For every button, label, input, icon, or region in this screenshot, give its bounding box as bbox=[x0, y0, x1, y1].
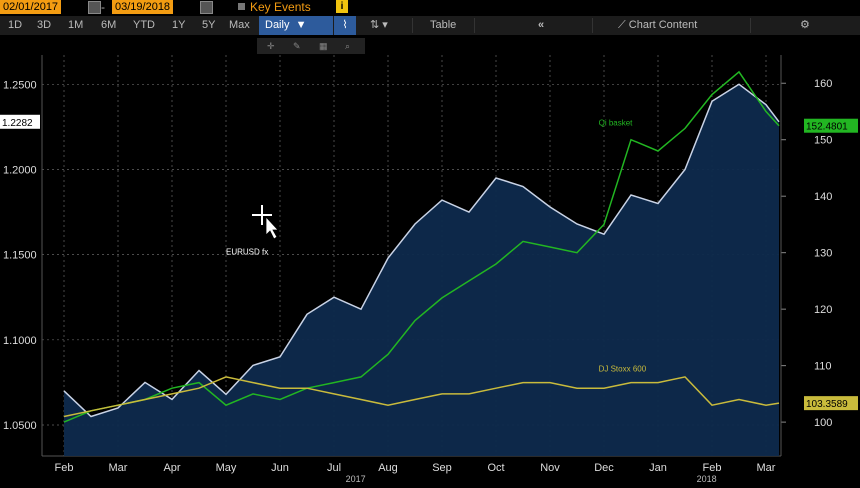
series-annotation: DJ Stoxx 600 bbox=[599, 364, 647, 373]
chart-content-button[interactable]: ⟋ Chart Content bbox=[618, 16, 697, 35]
grid-icon[interactable]: ▦ bbox=[319, 41, 328, 51]
right-axis-tick-label: 120 bbox=[814, 304, 832, 316]
period-1m[interactable]: 1M bbox=[68, 19, 84, 31]
pointer-arrow bbox=[265, 215, 279, 240]
checkbox-icon[interactable] bbox=[238, 3, 245, 10]
left-axis-tick-label: 1.2500 bbox=[3, 79, 37, 91]
x-axis-tick-label: Aug bbox=[378, 462, 398, 474]
x-axis-tick-label: Feb bbox=[55, 462, 74, 474]
price-chart[interactable]: 1.0500 1.1000 1.1500 1.2000 1.2500 100 110 120 1… bbox=[0, 55, 860, 484]
crosshair-icon[interactable]: ✛ bbox=[267, 41, 275, 51]
period-5y[interactable]: 5Y bbox=[202, 19, 216, 31]
right-axis-tick-label: 100 bbox=[814, 417, 832, 429]
series-line-qi-basket bbox=[63, 70, 780, 423]
series-annotation: Qi basket bbox=[599, 119, 634, 128]
up-down-arrows-icon[interactable]: ⇅ ▾ bbox=[370, 19, 388, 31]
last-value-label: 152.4801 bbox=[806, 122, 848, 133]
calendar-icon[interactable] bbox=[88, 1, 101, 14]
right-axis-tick-label: 110 bbox=[814, 361, 832, 373]
frequency-label: Daily bbox=[265, 19, 290, 31]
info-icon[interactable]: i bbox=[336, 0, 348, 13]
eurusd-area bbox=[64, 84, 779, 457]
x-axis-tick-label: Jan bbox=[649, 462, 667, 474]
period-ytd[interactable]: YTD bbox=[133, 19, 155, 31]
x-axis-tick-label: Nov bbox=[540, 462, 560, 474]
last-value-tag bbox=[804, 396, 858, 411]
header-bar: 02/01/2017 - 03/19/2018 Key Events i bbox=[0, 0, 860, 15]
period-max[interactable]: Max bbox=[229, 19, 250, 31]
key-events-label[interactable]: Key Events bbox=[250, 0, 311, 14]
right-axis-tick-label: 160 bbox=[814, 78, 832, 90]
gear-icon[interactable]: ⚙ bbox=[800, 19, 810, 31]
move-cursor-icon bbox=[252, 205, 279, 240]
x-axis-tick-label: Jun bbox=[271, 462, 289, 474]
line-chart-icon[interactable]: ⌇ bbox=[334, 16, 356, 35]
x-axis-tick-label: Oct bbox=[487, 462, 504, 474]
x-axis-tick-label: May bbox=[216, 462, 237, 474]
last-value-label: 1.2282 bbox=[2, 118, 33, 129]
x-axis-tick-label: Dec bbox=[594, 462, 614, 474]
frequency-dropdown[interactable]: Daily ▼ bbox=[259, 16, 333, 35]
right-axis-tick-label: 140 bbox=[814, 191, 832, 203]
x-axis-tick-label: Sep bbox=[432, 462, 452, 474]
date-separator: - bbox=[101, 0, 105, 14]
period-3d[interactable]: 3D bbox=[37, 19, 52, 31]
toolbar-divider bbox=[592, 18, 593, 33]
table-button[interactable]: Table bbox=[430, 19, 457, 31]
chart-content-label: Chart Content bbox=[628, 19, 698, 31]
x-axis-year-label: 2018 bbox=[697, 474, 717, 483]
left-axis-tick-label: 1.1500 bbox=[3, 250, 37, 262]
chevron-down-icon: ▼ bbox=[292, 19, 307, 31]
end-date-field[interactable]: 03/19/2018 bbox=[112, 0, 174, 14]
toolbar-divider bbox=[750, 18, 751, 33]
start-date-field[interactable]: 02/01/2017 bbox=[0, 0, 62, 14]
x-axis-tick-label: Mar bbox=[757, 462, 776, 474]
toolbar-divider bbox=[412, 18, 413, 33]
left-axis-tick-label: 1.0500 bbox=[3, 420, 37, 432]
x-axis-tick-label: Jul bbox=[327, 462, 341, 474]
pencil-icon[interactable]: ✎ bbox=[293, 41, 301, 51]
right-axis-tick-label: 130 bbox=[814, 248, 832, 260]
period-6m[interactable]: 6M bbox=[101, 19, 117, 31]
series-annotation: EURUSD fx bbox=[226, 248, 268, 257]
last-value-label: 103.3589 bbox=[806, 399, 848, 410]
period-1y[interactable]: 1Y bbox=[172, 19, 186, 31]
x-axis-tick-label: Apr bbox=[163, 462, 180, 474]
double-chevron-left-icon[interactable]: « bbox=[538, 19, 545, 31]
toolbar: 1D 3D 1M 6M YTD 1Y 5Y Max Daily ▼ ⌇ ⇅ ▾ … bbox=[0, 16, 860, 35]
chart-content-icon: ⟋ bbox=[618, 19, 629, 31]
drawing-tools: ✛ ✎ ▦ ⌕ bbox=[257, 38, 365, 54]
right-axis-tick-label: 150 bbox=[814, 135, 832, 147]
x-axis-tick-label: Feb bbox=[703, 462, 722, 474]
series-line-dj-stoxx-600 bbox=[63, 376, 780, 418]
search-icon[interactable]: ⌕ bbox=[345, 41, 351, 51]
left-axis-tick-label: 1.1000 bbox=[3, 335, 37, 347]
left-axis-tick-label: 1.2000 bbox=[3, 164, 37, 176]
last-value-tag bbox=[0, 114, 40, 129]
period-1d[interactable]: 1D bbox=[8, 19, 23, 31]
x-axis-year-label: 2017 bbox=[346, 474, 366, 483]
x-axis-tick-label: Mar bbox=[109, 462, 128, 474]
last-value-tag bbox=[804, 118, 858, 133]
chart-area[interactable]: 1.0500 1.1000 1.1500 1.2000 1.2500 100 110 120 1… bbox=[0, 55, 860, 484]
toolbar-divider bbox=[474, 18, 475, 33]
calendar-icon[interactable] bbox=[200, 1, 213, 14]
move-cursor-cross bbox=[252, 205, 272, 225]
